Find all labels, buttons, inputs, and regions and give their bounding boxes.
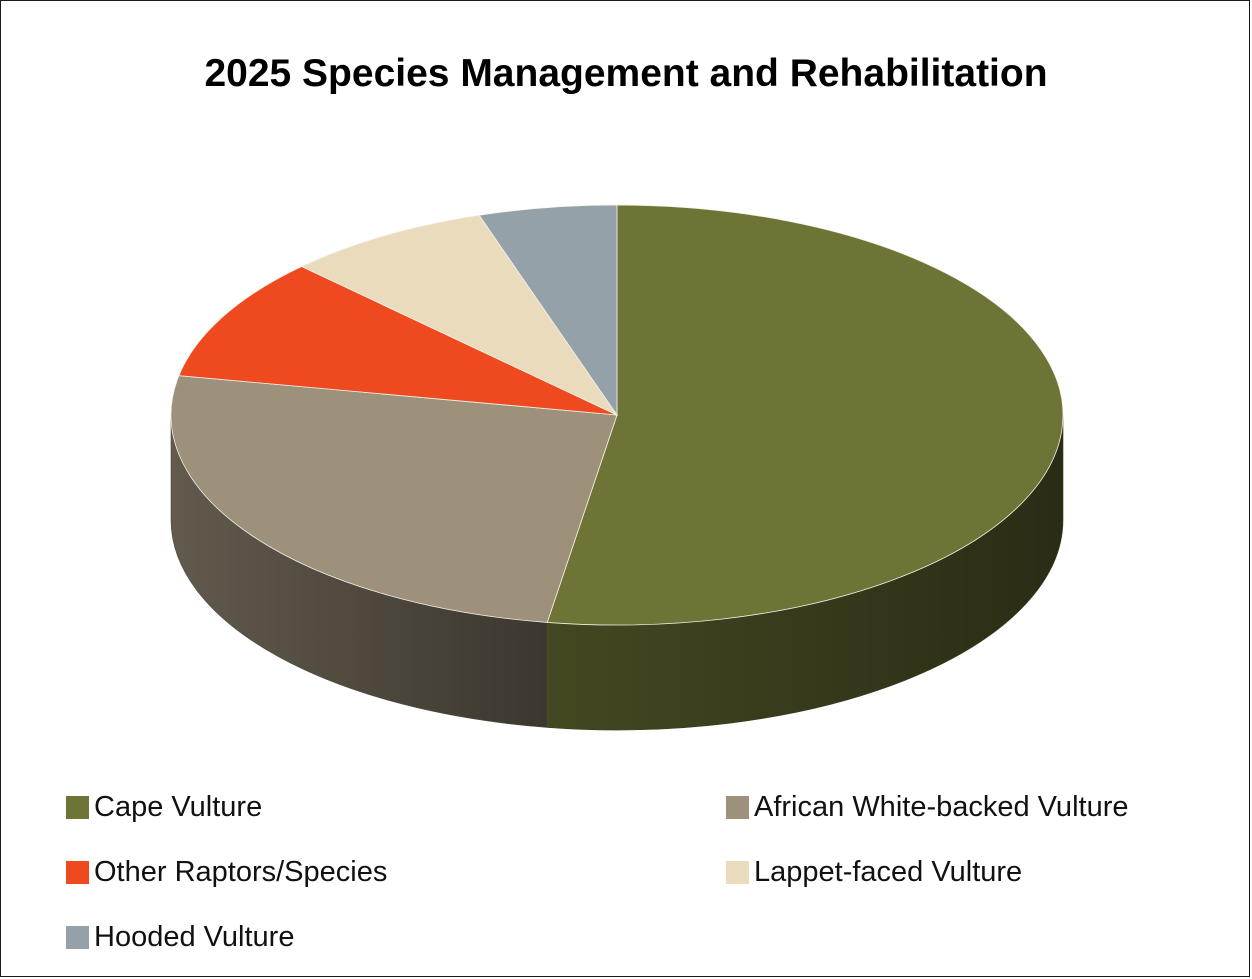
- pie-slice-hooded-vulture: [478, 204, 618, 417]
- pie-slice-african-white-backed-vulture: [170, 375, 618, 623]
- pie-slice-other-raptors-species: [178, 266, 618, 416]
- chart-title: 2025 Species Management and Rehabilitati…: [204, 52, 1048, 95]
- pie-slice-cape-vulture: [546, 204, 1064, 626]
- pie-slice-lappet-faced-vulture: [300, 214, 619, 416]
